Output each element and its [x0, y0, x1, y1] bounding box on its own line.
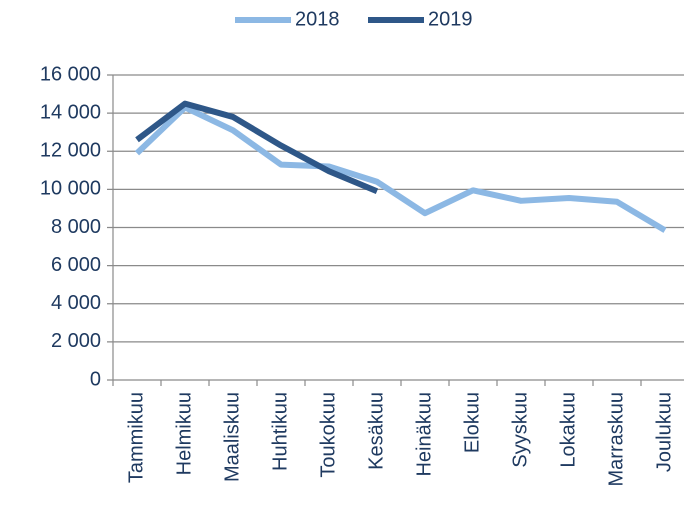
x-tick-label: Maaliskuu — [221, 392, 243, 482]
y-tick-label: 14 000 — [40, 101, 101, 123]
x-tick-label: Marraskuu — [605, 392, 627, 486]
legend-label: 2018 — [295, 8, 340, 30]
y-tick-label: 2 000 — [51, 330, 101, 352]
y-tick-label: 6 000 — [51, 254, 101, 276]
x-tick-label: Helmikuu — [173, 392, 195, 475]
x-tick-label: Toukokuu — [317, 392, 339, 478]
x-tick-label: Huhtikuu — [269, 392, 291, 471]
y-tick-label: 8 000 — [51, 216, 101, 238]
series-line — [134, 104, 667, 233]
y-tick-label: 10 000 — [40, 178, 101, 200]
series-line — [135, 100, 379, 195]
y-tick-label: 16 000 — [40, 63, 101, 85]
x-tick-label: Lokakuu — [557, 392, 579, 468]
x-tick-label: Tammikuu — [125, 392, 147, 483]
y-tick-label: 12 000 — [40, 140, 101, 162]
x-tick-label: Elokuu — [461, 392, 483, 453]
x-tick-label: Kesäkuu — [365, 392, 387, 470]
y-tick-label: 0 — [90, 368, 101, 390]
x-tick-label: Syyskuu — [509, 392, 531, 468]
x-tick-label: Heinäkuu — [413, 392, 435, 477]
y-tick-label: 4 000 — [51, 292, 101, 314]
legend-label: 2019 — [428, 8, 473, 30]
x-tick-label: Joulukuu — [653, 392, 675, 472]
